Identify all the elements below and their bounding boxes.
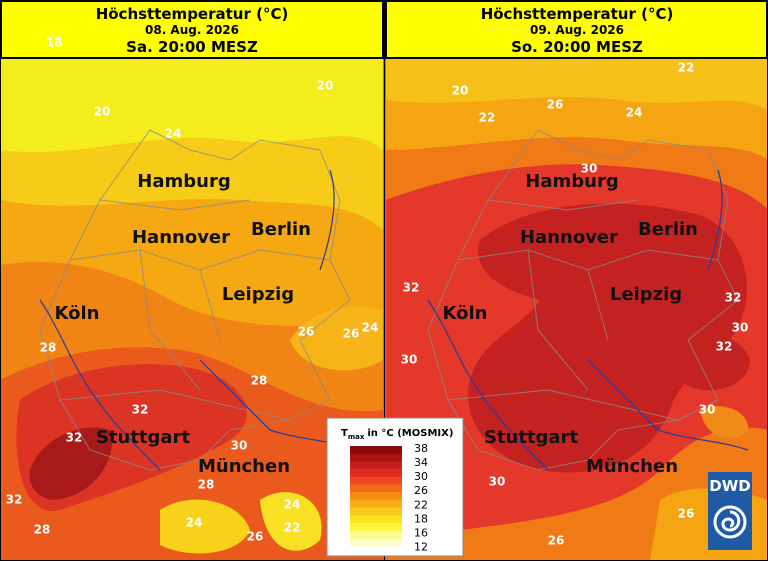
logo-icon (713, 505, 747, 539)
contour-label: 32 (66, 431, 83, 445)
legend-tick-label: 38 (414, 442, 428, 455)
contour-label: 26 (247, 530, 264, 544)
city-label: Leipzig (610, 284, 682, 305)
legend-band (350, 515, 402, 524)
contour-label: 30 (401, 353, 418, 367)
contour-label: 26 (678, 507, 695, 521)
legend-band (350, 469, 402, 478)
city-label: Hannover (520, 227, 618, 248)
contour-label: 24 (362, 321, 379, 335)
contour-label: 24 (284, 498, 301, 512)
city-label: Köln (443, 303, 488, 324)
contour-label: 30 (732, 321, 749, 335)
panel-time: So. 20:00 MESZ (511, 38, 643, 56)
city-label: Hannover (132, 227, 230, 248)
legend-title: Tmax in °C (MOSMIX) (341, 428, 453, 441)
panel-title: Höchsttemperatur (°C) (481, 5, 674, 23)
city-label: München (198, 456, 290, 477)
contour-label: 28 (251, 374, 268, 388)
city-label: Berlin (638, 219, 698, 240)
contour-label: 24 (626, 106, 643, 120)
legend-band (350, 446, 402, 454)
legend-tick-label: 34 (414, 456, 428, 469)
legend-tick-label: 16 (414, 526, 428, 539)
contour-label: 18 (46, 36, 63, 50)
legend-symbol: T (341, 428, 348, 439)
logo-swirl (721, 510, 741, 532)
logo-text: DWD (709, 477, 750, 495)
contour-label: 30 (489, 475, 506, 489)
city-label: Hamburg (137, 171, 230, 192)
city-label: München (586, 456, 678, 477)
header-right (385, 0, 768, 59)
panel-time: Sa. 20:00 MESZ (126, 38, 258, 56)
panel-date: 08. Aug. 2026 (145, 23, 239, 37)
legend-band (350, 461, 402, 470)
contour-label: 26 (298, 325, 315, 339)
panel-date: 09. Aug. 2026 (530, 23, 624, 37)
legend-band (350, 484, 402, 493)
legend-band (350, 492, 402, 501)
legend-band (350, 453, 402, 462)
legend-band (350, 522, 402, 531)
contour-label: 20 (452, 84, 469, 98)
panel-title: Höchsttemperatur (°C) (96, 5, 289, 23)
city-label: Köln (55, 303, 100, 324)
legend-tick-label: 18 (414, 512, 428, 525)
legend-band (350, 530, 402, 539)
dwd-logo: DWD (708, 472, 752, 550)
contour-label: 30 (699, 403, 716, 417)
legend-tick-label: 12 (414, 541, 428, 554)
legend-band (350, 476, 402, 485)
contour-label: 28 (198, 478, 215, 492)
contour-label: 32 (403, 281, 420, 295)
contour-label: 28 (34, 523, 51, 537)
contour-label: 22 (678, 61, 695, 75)
legend-tick-label: 30 (414, 470, 428, 483)
legend-tick-label: 26 (414, 484, 428, 497)
legend-tick-label: 22 (414, 498, 428, 511)
contour-label: 20 (94, 105, 111, 119)
contour-label: 20 (317, 79, 334, 93)
header-left (0, 0, 384, 59)
contour-label: 26 (343, 327, 360, 341)
contour-label: 26 (547, 98, 564, 112)
map-right (386, 58, 768, 561)
contour-label: 24 (165, 127, 182, 141)
legend-band (350, 499, 402, 508)
contour-label: 30 (231, 439, 248, 453)
legend-caption: in °C (MOSMIX) (367, 428, 453, 439)
legend-band (350, 538, 402, 547)
city-label: Berlin (251, 219, 311, 240)
contour-label: 28 (40, 341, 57, 355)
contour-label: 26 (548, 534, 565, 548)
contour-label: 32 (132, 403, 149, 417)
contour-label: 32 (725, 291, 742, 305)
city-label: Leipzig (222, 284, 294, 305)
contour-label: 32 (716, 340, 733, 354)
legend-subscript: max (348, 433, 365, 441)
city-label: Stuttgart (484, 427, 579, 448)
legend-band (350, 507, 402, 516)
contour-label: 30 (581, 162, 598, 176)
contour-label: 24 (186, 516, 203, 530)
city-label: Stuttgart (96, 427, 191, 448)
contour-label: 22 (284, 521, 301, 535)
contour-label: 32 (6, 493, 23, 507)
city-label: Hamburg (525, 171, 618, 192)
map-left (0, 58, 383, 561)
contour-label: 22 (479, 111, 496, 125)
